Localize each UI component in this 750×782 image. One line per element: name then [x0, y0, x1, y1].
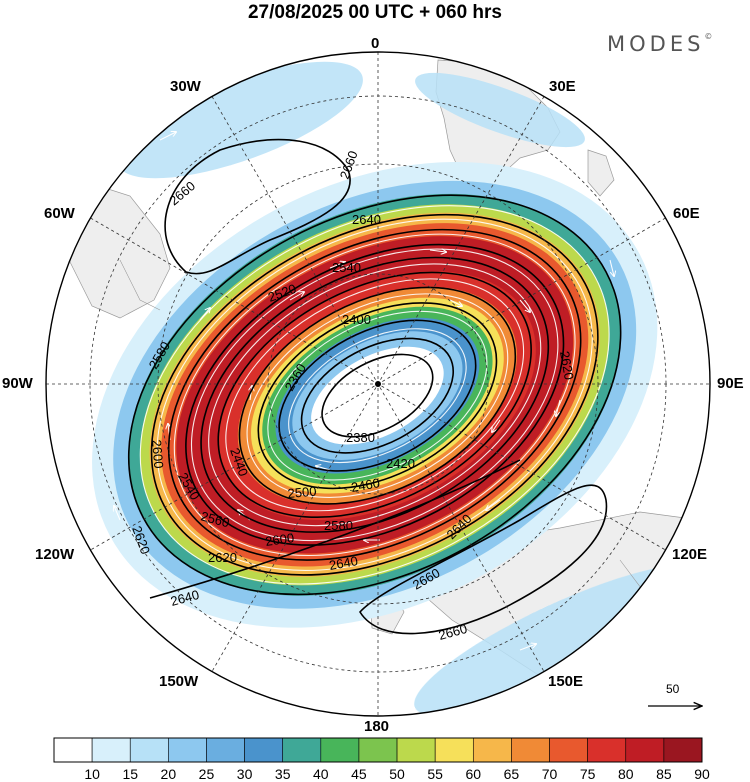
madagascar-land [587, 149, 615, 197]
contour-label: 2460 [350, 475, 381, 495]
contour-label: 2620 [557, 350, 577, 381]
map-boundary [45, 51, 711, 717]
contour-label: 2500 [287, 484, 317, 501]
contour-label: 2660 [166, 178, 198, 208]
colorbar-label: 10 [84, 766, 100, 782]
colorbar-box [129, 737, 169, 763]
lon-label-60e: 60E [673, 205, 700, 222]
lon-label-0: 0 [371, 35, 380, 52]
contour-label: 2400 [342, 312, 371, 327]
colorbar-box [358, 737, 398, 763]
south-pole-marker [375, 381, 381, 387]
contour-2660-south [358, 484, 608, 635]
colorbar-label: 20 [160, 766, 177, 782]
colorbar-box [587, 737, 627, 763]
contour-label: 2600 [264, 530, 295, 549]
contour-label: 2560 [199, 508, 231, 530]
lon-label-30w: 30W [170, 78, 201, 95]
lon-label-120w: 120W [35, 546, 75, 563]
colorbar-label: 40 [313, 766, 329, 782]
contour-label: 2420 [386, 456, 415, 471]
lon-label-90e: 90E [717, 375, 744, 392]
lon-label-150e: 150E [548, 673, 584, 690]
colorbar-box [511, 737, 550, 763]
modes-logo: MODES© [607, 32, 713, 56]
colorbar-box [549, 737, 588, 763]
colorbar-box [244, 737, 284, 763]
colorbar-label: 70 [541, 766, 558, 782]
colorbar-label: 50 [389, 766, 405, 782]
contour-label: 2660 [437, 621, 469, 643]
lon-label-180: 180 [364, 718, 390, 735]
lon-label-150w: 150W [159, 673, 199, 690]
contour-2660-north [164, 138, 351, 275]
colorbar-box [396, 737, 436, 763]
lon-label-60w: 60W [44, 205, 75, 222]
contour-label: 2640 [352, 212, 381, 227]
colorbar-box [472, 737, 512, 763]
colorbar-label: 60 [465, 766, 482, 782]
lon-label-90w: 90W [2, 375, 33, 392]
colorbar-label: 35 [274, 766, 291, 782]
contour-label: 2640 [328, 553, 359, 573]
contour-label: 2380 [346, 430, 375, 445]
colorbar-label: 80 [617, 766, 634, 782]
south-america-land [69, 179, 171, 319]
reference-vector-label: 50 [666, 682, 680, 696]
colorbar-label: 85 [656, 766, 672, 782]
contour-label: 2620 [208, 550, 237, 565]
colorbar-label: 90 [694, 766, 710, 782]
colorbar-box [282, 737, 322, 763]
lon-label-120e: 120E [672, 546, 708, 563]
colorbar-box [434, 737, 474, 763]
colorbar-label: 30 [236, 766, 253, 782]
colorbar-label: 45 [351, 766, 367, 782]
colorbar-box [53, 737, 93, 763]
colorbar-box [625, 737, 665, 763]
colorbar-box [206, 737, 245, 763]
colorbar-box [663, 737, 703, 763]
contour-2640-outer [149, 459, 521, 599]
colorbar-label: 25 [198, 766, 215, 782]
colorbar-label: 65 [503, 766, 520, 782]
contour-label: 2540 [332, 260, 361, 275]
contour-label: 2640 [169, 587, 201, 609]
colorbar-label: 55 [427, 766, 443, 782]
colorbar-box [320, 737, 360, 763]
colorbar-box [168, 737, 207, 763]
colorbar-label: 75 [579, 766, 596, 782]
contour-label: 2600 [149, 439, 166, 469]
colorbar-box [91, 737, 131, 763]
colorbar-label: 15 [122, 766, 139, 782]
contour-label: 2580 [324, 518, 353, 533]
lon-label-30e: 30E [549, 78, 576, 95]
colorbar [53, 737, 703, 763]
map-title: 27/08/2025 00 UTC + 060 hrs [247, 2, 503, 23]
